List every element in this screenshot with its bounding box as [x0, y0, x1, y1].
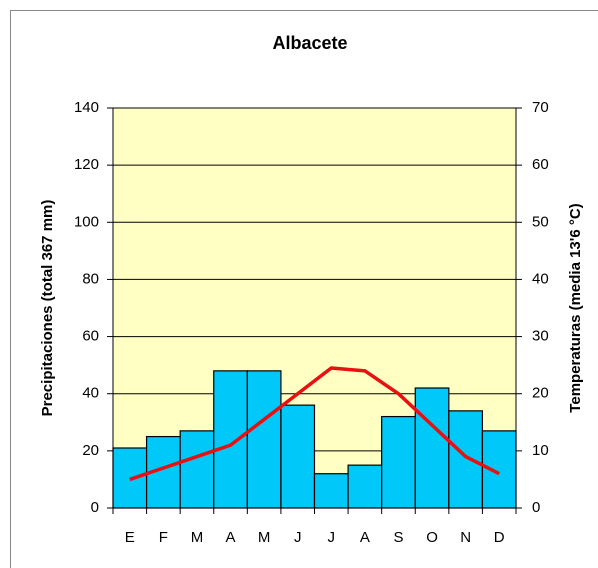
- y2-tick-label: 20: [532, 385, 549, 402]
- x-tick-label: J: [294, 529, 302, 546]
- y2-tick-label: 60: [532, 156, 549, 173]
- y2-tick-label: 70: [532, 99, 549, 116]
- bar: [179, 430, 215, 509]
- x-tick-label: S: [393, 529, 403, 546]
- y-tick-label: 0: [91, 499, 99, 516]
- y2-tick-label: 50: [532, 213, 549, 230]
- x-tick-label: E: [125, 529, 135, 546]
- temperature-line: [129, 366, 501, 482]
- bar: [347, 464, 383, 509]
- bar: [414, 387, 450, 509]
- bar: [448, 410, 484, 509]
- y-tick-label: 40: [82, 385, 99, 402]
- y-axis-label: Precipitaciones (total 367 mm): [39, 200, 56, 417]
- x-tick-label: A: [226, 529, 236, 546]
- x-tick-label: D: [494, 529, 505, 546]
- bar: [213, 370, 248, 509]
- x-tick-label: M: [258, 529, 271, 546]
- y-tick-label: 60: [82, 328, 99, 345]
- x-tick-label: J: [328, 529, 336, 546]
- y-tick-label: 20: [82, 442, 99, 459]
- y2-tick-label: 10: [532, 442, 549, 459]
- x-tick-label: M: [191, 529, 204, 546]
- bar: [313, 473, 349, 509]
- x-tick-label: A: [360, 529, 370, 546]
- chart-title: Albacete: [272, 33, 347, 53]
- bar: [381, 415, 416, 509]
- x-tick-label: F: [159, 529, 168, 546]
- y-tick-label: 100: [74, 213, 99, 230]
- y-tick-label: 120: [74, 156, 99, 173]
- x-tick-label: N: [460, 529, 471, 546]
- y2-axis-label: Temperaturas (media 13'6 °C): [567, 203, 584, 412]
- y2-tick-label: 0: [532, 499, 540, 516]
- y2-tick-label: 30: [532, 328, 549, 345]
- x-tick-label: O: [426, 529, 438, 546]
- bar: [246, 370, 282, 509]
- y-tick-label: 80: [82, 270, 99, 287]
- y-tick-label: 140: [74, 99, 99, 116]
- bar: [280, 404, 316, 509]
- y2-tick-label: 40: [532, 270, 549, 287]
